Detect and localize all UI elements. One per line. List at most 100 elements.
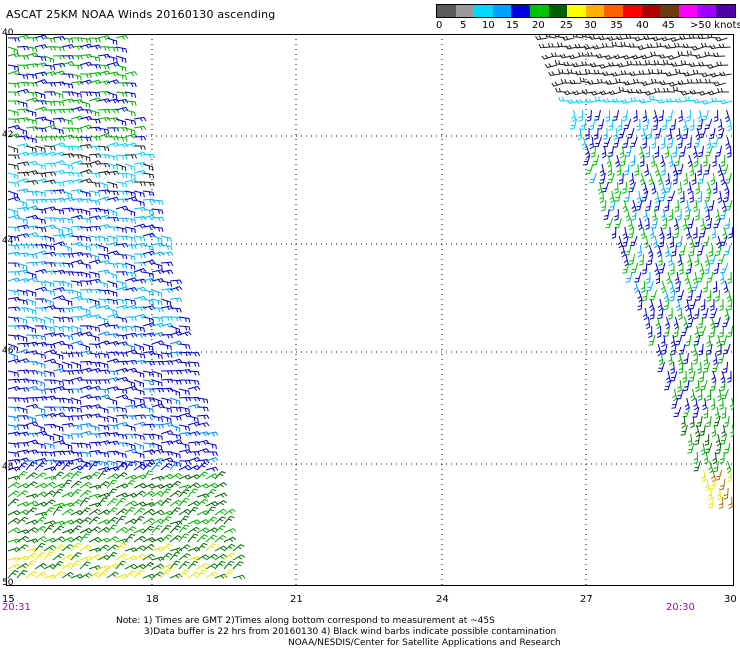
wind-barb <box>178 497 190 507</box>
legend-swatch <box>715 5 735 17</box>
wind-barb <box>25 63 39 68</box>
wind-barb <box>704 478 710 492</box>
wind-barb <box>640 54 654 60</box>
wind-speed-legend: 0 5 10 15 20 25 30 35 40 45 >50 knots <box>436 4 740 34</box>
wind-barb <box>686 50 699 57</box>
wind-barb <box>43 198 57 204</box>
wind-barb <box>70 189 84 194</box>
wind-barb <box>70 442 83 448</box>
wind-barb <box>16 342 30 348</box>
wind-barb <box>43 442 55 450</box>
wind-barb <box>7 370 19 378</box>
wind-barb <box>88 536 102 543</box>
wind-barb <box>43 235 55 243</box>
wind-barb <box>160 406 173 413</box>
wind-barb <box>70 470 82 480</box>
wind-barb <box>106 524 118 534</box>
wind-barb <box>115 136 128 142</box>
wind-barb <box>25 507 37 516</box>
wind-barb <box>97 432 111 437</box>
wind-barb <box>25 160 39 166</box>
lon-label-21: 21 <box>290 594 303 605</box>
wind-barb <box>70 91 82 98</box>
wind-barb <box>160 288 174 293</box>
wind-barb <box>88 314 102 320</box>
wind-barb <box>7 208 19 216</box>
wind-barb <box>52 450 66 456</box>
wind-barb <box>640 280 646 294</box>
wind-barb <box>133 125 147 131</box>
wind-barb <box>611 226 617 239</box>
lat-label-50: 50 <box>2 578 14 588</box>
wind-barb <box>133 569 145 579</box>
wind-barb <box>589 34 602 40</box>
wind-barb <box>622 136 629 149</box>
wind-barb <box>151 262 163 270</box>
wind-barb <box>726 145 732 159</box>
lat-lon-grid <box>6 34 734 586</box>
wind-barb <box>115 341 129 347</box>
wind-barb <box>644 60 657 66</box>
wind-barb <box>160 251 174 257</box>
wind-barb <box>97 537 111 543</box>
wind-barb <box>648 334 656 346</box>
wind-barb <box>16 127 28 136</box>
wind-barb <box>691 45 704 51</box>
wind-barb <box>628 226 635 239</box>
wind-barb <box>665 181 672 193</box>
wind-barb <box>34 442 46 450</box>
wind-barb <box>670 61 684 67</box>
wind-barb <box>169 480 182 489</box>
wind-barb <box>70 457 84 463</box>
wind-barb <box>679 34 692 40</box>
wind-barb <box>607 163 613 177</box>
wind-barb <box>574 43 587 49</box>
wind-barb <box>535 35 548 41</box>
wind-barb <box>106 460 118 468</box>
wind-barb <box>43 251 57 257</box>
wind-barb <box>133 135 147 141</box>
wind-barb <box>97 509 111 516</box>
wind-barb <box>133 343 144 352</box>
wind-barb <box>134 145 146 150</box>
wind-barb <box>61 207 75 213</box>
wind-barb <box>52 108 66 114</box>
wind-barb <box>688 62 702 68</box>
legend-swatch <box>492 5 512 17</box>
wind-barb <box>79 331 93 337</box>
wind-barb <box>689 235 695 249</box>
wind-barb <box>124 424 136 432</box>
wind-barb <box>196 422 210 428</box>
wind-barb <box>7 442 20 449</box>
wind-barb <box>16 143 30 149</box>
wind-barb <box>551 81 564 87</box>
wind-barb <box>151 251 165 257</box>
wind-barb <box>602 98 616 103</box>
wind-barb <box>97 162 111 168</box>
wind-barb <box>697 145 704 158</box>
wind-barb <box>187 482 201 489</box>
wind-barb <box>658 262 666 274</box>
wind-barb <box>52 571 65 579</box>
wind-barb <box>659 80 672 86</box>
wind-barb <box>115 538 129 544</box>
wind-barb <box>641 127 647 141</box>
wind-barb <box>196 439 210 445</box>
wind-barb <box>79 288 93 294</box>
wind-barb <box>160 235 172 243</box>
wind-barb <box>142 172 155 179</box>
wind-barb <box>7 70 21 76</box>
wind-barb <box>205 488 217 498</box>
wind-barb <box>52 397 65 403</box>
wind-barb <box>205 473 219 480</box>
wind-barb <box>7 109 19 117</box>
wind-barb <box>61 562 74 570</box>
wind-barb <box>691 172 697 186</box>
wind-barb <box>106 37 118 46</box>
wind-barb <box>79 190 91 198</box>
wind-barb <box>115 451 127 459</box>
wind-barb <box>616 62 630 68</box>
wind-barb <box>52 35 66 41</box>
wind-barb <box>106 61 120 67</box>
wind-barb <box>679 262 684 275</box>
